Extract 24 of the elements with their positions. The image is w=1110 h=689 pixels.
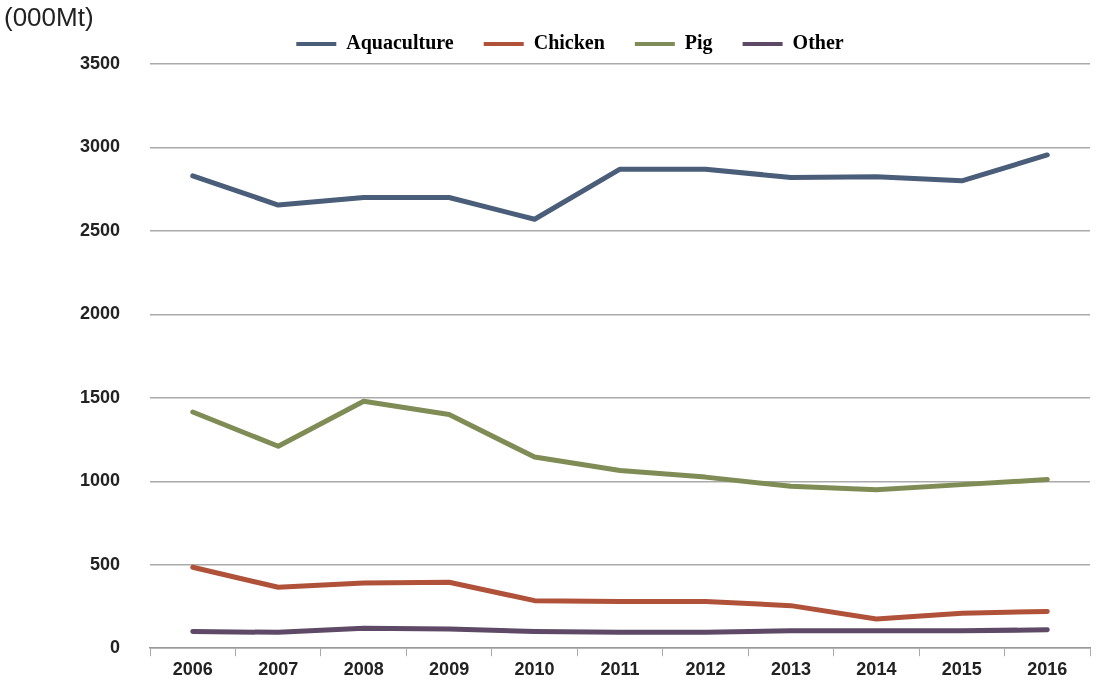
y-tick-label: 3000 (80, 136, 121, 157)
y-tick-label: 500 (90, 553, 121, 574)
x-tick-label: 2011 (600, 658, 640, 679)
x-tick-label: 2016 (1027, 658, 1068, 679)
y-tick-label: 3500 (80, 52, 121, 73)
y-tick-label: 0 (110, 637, 121, 658)
x-tick-label: 2009 (429, 658, 470, 679)
legend-label: Pig (684, 31, 713, 55)
y-tick-label: 2500 (80, 219, 121, 240)
x-tick-label: 2013 (770, 658, 811, 679)
y-tick-label: 2000 (80, 303, 121, 324)
x-tick-label: 2015 (941, 658, 982, 679)
y-tick-label: 1500 (80, 386, 121, 407)
y-tick-label: 1000 (80, 470, 121, 491)
legend-label: Aquaculture (346, 31, 454, 55)
x-tick-label: 2007 (258, 658, 299, 679)
y-axis-title: (000Mt) (4, 2, 94, 33)
x-tick-label: 2006 (172, 658, 213, 679)
legend-label: Chicken (533, 31, 605, 54)
x-tick-label: 2012 (685, 658, 726, 679)
legend-label: Other (792, 31, 844, 54)
x-tick-label: 2014 (856, 658, 897, 679)
x-tick-label: 2010 (514, 658, 555, 679)
x-tick-label: 2008 (343, 658, 384, 679)
